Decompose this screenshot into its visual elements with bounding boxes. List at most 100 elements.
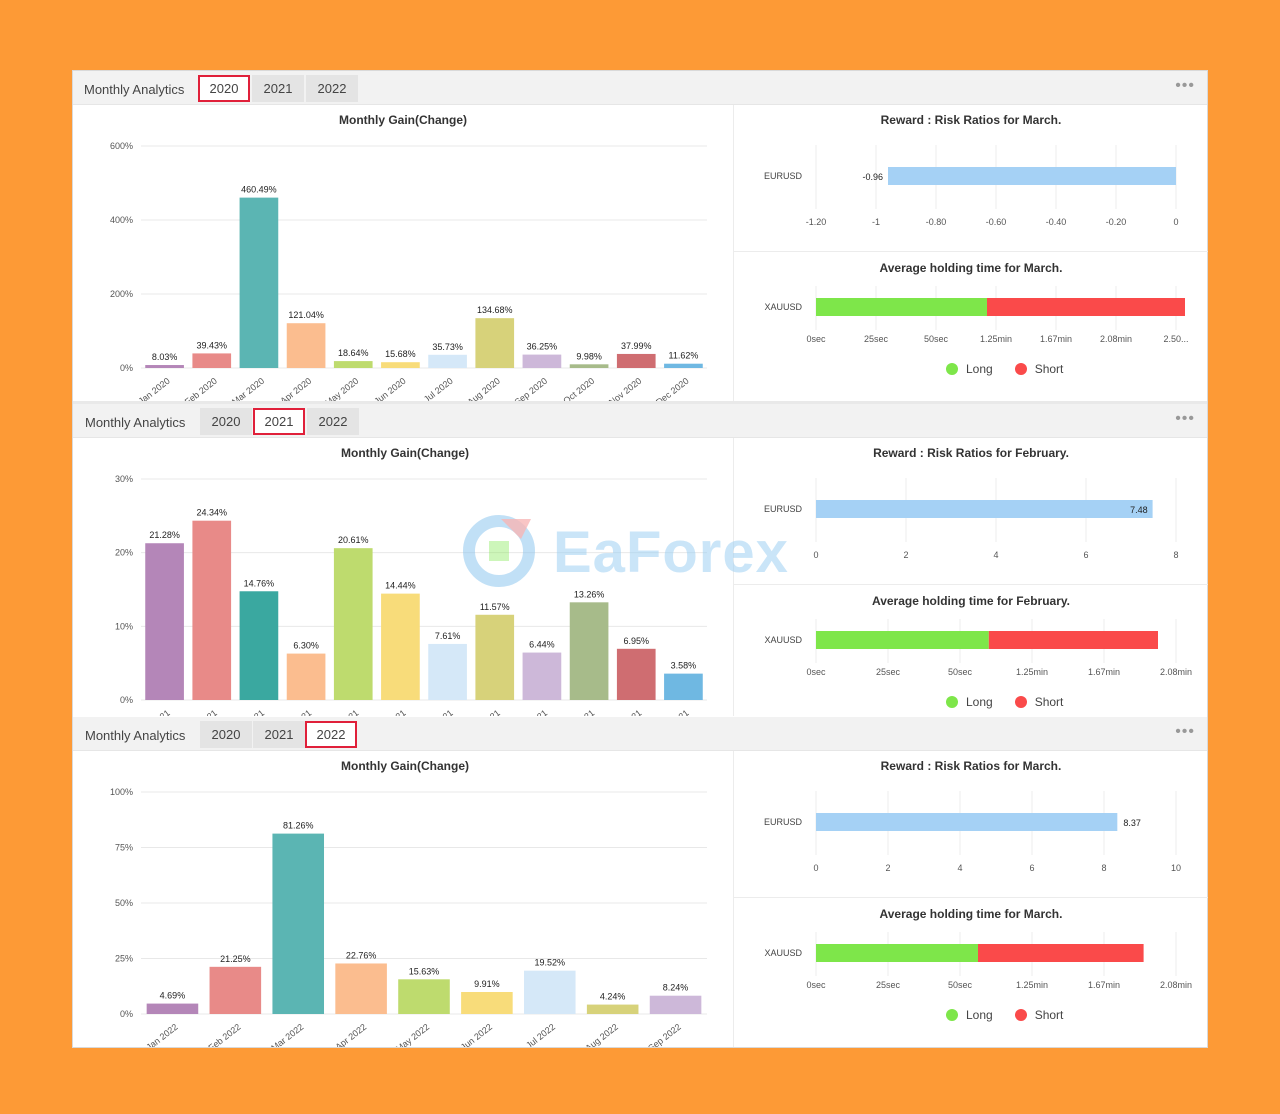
- x-tick-label: 25sec: [864, 334, 889, 344]
- legend-short-label: Short: [1034, 695, 1064, 709]
- tab-2021[interactable]: 2021: [253, 721, 305, 748]
- bar: [146, 1003, 199, 1014]
- x-tick-label: Feb 2022: [206, 1022, 242, 1047]
- x-tick-label: 4: [993, 550, 998, 560]
- x-tick-label: Jan 2020: [136, 376, 171, 401]
- holding-time-chart: Average holding time for March. 0sec 25se…: [734, 898, 1208, 1047]
- bar-value-label: 22.76%: [346, 950, 377, 960]
- tab-2020[interactable]: 2020: [198, 75, 250, 102]
- tab-2022[interactable]: 2022: [306, 75, 358, 102]
- more-options-icon[interactable]: •••: [1175, 723, 1195, 740]
- x-tick-label: 8: [1101, 863, 1106, 873]
- x-tick-label: 0sec: [806, 980, 826, 990]
- bar-value-label: 8.37: [1123, 818, 1141, 828]
- tab-2021[interactable]: 2021: [253, 408, 305, 435]
- short-bar: [988, 631, 1158, 649]
- gain-chart-svg: 0% 200% 400% 600% 8.03% Jan 2020 39.43% Feb 202…: [110, 141, 707, 401]
- chart-title: Reward : Risk Ratios for March.: [880, 759, 1062, 773]
- bar-value-label: 9.91%: [474, 979, 500, 989]
- holding-time-chart: Average holding time for February. 0sec 2…: [734, 585, 1208, 716]
- tab-2020[interactable]: 2020: [200, 408, 252, 435]
- bar-value-label: 121.04%: [288, 310, 324, 320]
- y-tick-label: 0%: [120, 1009, 133, 1019]
- bar: [649, 995, 702, 1014]
- legend-short[interactable]: Short: [1014, 695, 1064, 709]
- legend-long[interactable]: Long: [946, 1008, 993, 1022]
- bar-value-label: 15.68%: [385, 349, 416, 359]
- tab-2021[interactable]: 2021: [252, 75, 304, 102]
- tab-2020[interactable]: 2020: [200, 721, 252, 748]
- bar: [192, 353, 232, 368]
- y-tick-label: 200%: [110, 289, 133, 299]
- short-bar: [978, 944, 1144, 962]
- x-tick-label: 1.67min: [1088, 667, 1120, 677]
- tab-2022[interactable]: 2022: [305, 721, 357, 748]
- tab-2022[interactable]: 2022: [307, 408, 359, 435]
- x-tick-label: Nov 2021: [607, 708, 644, 716]
- bar-value-label: 20.61%: [338, 535, 369, 545]
- monthly-gain-chart: Monthly Gain(Change) 0% 10% 20% 30% 21.28% Ja…: [73, 438, 733, 716]
- x-tick-label: 2.08min: [1160, 667, 1192, 677]
- reward-risk-chart: Reward : Risk Ratios for March. 0 2 4 6 8 10 E…: [734, 751, 1208, 897]
- panel-header: Monthly Analytics 2020 2021 2022 •••: [73, 717, 1207, 751]
- x-tick-label: Apr 2020: [278, 376, 313, 401]
- bar: [522, 354, 562, 368]
- bar: [569, 364, 609, 368]
- x-tick-label: Jul 2022: [524, 1022, 557, 1047]
- legend-long[interactable]: Long: [946, 362, 993, 376]
- legend-short[interactable]: Short: [1014, 362, 1063, 376]
- bar: [461, 991, 513, 1014]
- legend-long[interactable]: Long: [946, 695, 993, 709]
- x-tick-label: Jul 2020: [422, 376, 455, 401]
- y-tick-label: 600%: [110, 141, 133, 151]
- x-tick-label: Jan 2022: [144, 1022, 179, 1047]
- x-tick-label: 1.67min: [1088, 980, 1120, 990]
- bar: [475, 318, 515, 368]
- chart-title: Monthly Gain(Change): [341, 759, 469, 773]
- bar-value-label: 7.61%: [435, 631, 461, 641]
- x-tick-label: Apr 2021: [278, 708, 313, 716]
- ratio-bar: [816, 813, 1118, 831]
- y-tick-label: 10%: [115, 621, 133, 631]
- bar: [522, 652, 562, 700]
- x-tick-label: 1.67min: [1040, 334, 1072, 344]
- bar: [381, 362, 420, 368]
- bar-value-label: 3.58%: [671, 661, 697, 671]
- bar-value-label: 6.44%: [529, 640, 555, 650]
- long-dot-icon: [946, 363, 958, 375]
- right-charts: Reward : Risk Ratios for February. 0 2 4 6 8…: [733, 438, 1208, 716]
- x-tick-label: 1.25min: [1016, 980, 1048, 990]
- x-tick-label: Aug 2020: [465, 376, 502, 401]
- more-options-icon[interactable]: •••: [1175, 77, 1195, 94]
- more-options-icon[interactable]: •••: [1175, 410, 1195, 427]
- holding-time-chart: Average holding time for March. 0sec 25se…: [734, 252, 1208, 401]
- analytics-frame: Monthly Analytics 2020 2021 2022 ••• Mon…: [72, 70, 1208, 1048]
- bar: [192, 520, 232, 700]
- x-tick-label: Feb 2020: [183, 376, 219, 401]
- bar: [239, 591, 279, 700]
- bar: [333, 361, 373, 368]
- x-tick-label: 25sec: [876, 667, 901, 677]
- long-bar: [816, 298, 987, 316]
- x-tick-label: Sep 2021: [513, 708, 550, 716]
- bar-value-label: 134.68%: [477, 305, 513, 315]
- legend-short[interactable]: Short: [1014, 1008, 1063, 1022]
- category-label: EURUSD: [764, 504, 803, 514]
- bar-value-label: 18.64%: [338, 348, 369, 358]
- x-tick-label: 50sec: [924, 334, 949, 344]
- x-tick-label: Jan 2021: [136, 708, 171, 716]
- gain-chart-svg: 0% 10% 20% 30% 21.28% Jan 2021 24.34% Feb 2021 1…: [115, 474, 707, 716]
- category-label: EURUSD: [764, 171, 803, 181]
- ratio-bar: [888, 167, 1176, 185]
- panel-header: Monthly Analytics 2020 2021 2022 •••: [73, 71, 1207, 105]
- x-tick-label: -0.20: [1106, 217, 1127, 227]
- bar-value-label: 36.25%: [527, 342, 558, 352]
- bar-value-label: 6.30%: [293, 641, 319, 651]
- rr-chart-svg: -1.20 -1 -0.80 -0.60 -0.40 -0.20 0 EURUSD -0.96: [764, 145, 1179, 227]
- bar-value-label: 6.95%: [623, 636, 649, 646]
- bar-value-label: 14.44%: [385, 581, 416, 591]
- bar: [333, 548, 373, 700]
- hold-chart-svg: 0sec 25sec 50sec 1.25min 1.67min 2.08min XAUUS…: [764, 619, 1192, 677]
- x-tick-label: Oct 2021: [561, 708, 596, 716]
- bar: [616, 353, 656, 368]
